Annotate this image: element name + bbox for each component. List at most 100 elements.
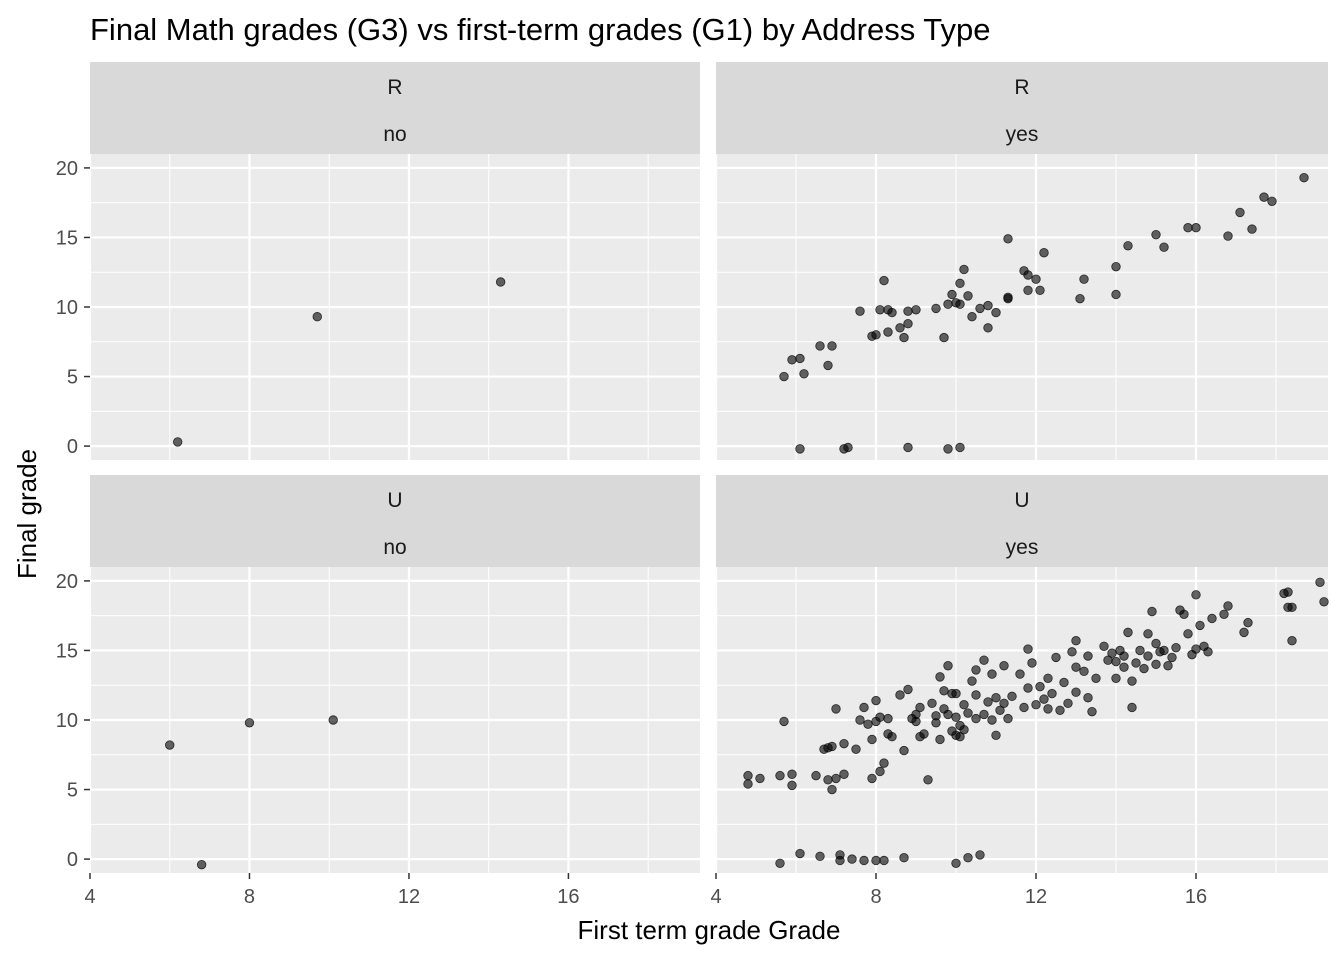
data-point <box>979 655 989 665</box>
data-point <box>1027 658 1037 668</box>
data-point <box>999 661 1009 671</box>
data-point <box>875 305 885 315</box>
data-point <box>1111 673 1121 683</box>
data-point <box>951 688 961 699</box>
data-point <box>1035 285 1045 296</box>
data-point <box>903 684 913 695</box>
data-point <box>883 327 893 337</box>
data-point <box>1091 673 1101 683</box>
data-point <box>1191 644 1201 654</box>
data-point <box>1059 677 1069 688</box>
data-point <box>779 716 789 727</box>
data-point <box>1243 617 1253 628</box>
data-point <box>911 305 921 315</box>
data-point <box>1023 644 1033 654</box>
y-tick-label: 5 <box>67 367 78 389</box>
data-point <box>911 709 921 720</box>
data-point <box>955 299 965 309</box>
data-point <box>1063 698 1073 709</box>
y-axis: 0 5 10 15 20 0 5 10 15 20 <box>56 158 90 871</box>
data-point <box>899 745 909 756</box>
data-point <box>831 773 841 784</box>
y-axis-title: Final grade <box>12 449 42 579</box>
facet-strip <box>716 475 1328 567</box>
data-point <box>899 332 909 343</box>
data-point <box>975 850 985 860</box>
data-point <box>1083 651 1093 661</box>
data-point <box>1319 597 1329 607</box>
data-point <box>987 715 997 725</box>
data-point <box>939 332 949 343</box>
x-tick-label: 8 <box>870 886 881 908</box>
data-point <box>1023 285 1033 296</box>
data-point <box>963 708 973 718</box>
data-point <box>1123 241 1133 251</box>
data-point <box>991 693 1001 703</box>
data-point <box>1139 663 1149 674</box>
data-point <box>1239 627 1249 638</box>
data-point <box>855 306 865 316</box>
data-point <box>1031 274 1041 284</box>
x-tick-label: 12 <box>398 886 420 908</box>
data-point <box>999 698 1009 709</box>
data-point <box>951 858 961 868</box>
strip-label-group: yes <box>1006 536 1039 559</box>
facet-strip <box>716 62 1328 154</box>
data-point <box>799 369 809 379</box>
facet-panel-U-no: Uno <box>88 475 700 873</box>
facet-strip <box>90 62 700 154</box>
data-point <box>1159 242 1169 252</box>
y-tick-label: 15 <box>56 227 78 249</box>
x-tick-label: 16 <box>1185 886 1207 908</box>
data-point <box>839 769 849 779</box>
data-point <box>971 690 981 700</box>
data-point <box>1127 702 1137 713</box>
data-point <box>879 275 889 286</box>
y-tick-label: 15 <box>56 640 78 662</box>
data-point <box>755 773 765 784</box>
data-point <box>1167 652 1177 663</box>
data-point <box>923 775 933 785</box>
data-point <box>955 278 965 289</box>
data-point <box>963 291 973 301</box>
data-point <box>775 858 785 868</box>
data-point <box>1119 651 1129 661</box>
data-point <box>879 855 889 866</box>
data-point <box>1143 629 1153 639</box>
data-point <box>943 444 953 454</box>
data-point <box>983 323 993 333</box>
data-point <box>875 712 885 722</box>
data-point <box>1151 638 1161 649</box>
data-point <box>1023 683 1033 693</box>
data-point <box>1127 676 1137 686</box>
data-point <box>987 669 997 679</box>
data-point <box>815 341 825 351</box>
data-point <box>1183 629 1193 639</box>
data-point <box>927 698 937 709</box>
data-point <box>1283 587 1293 597</box>
y-tick-label: 5 <box>67 780 78 802</box>
x-tick-label: 4 <box>710 886 721 908</box>
data-point <box>1191 223 1201 233</box>
facet-panel-R-no: Rno <box>88 62 700 460</box>
data-point <box>787 769 797 779</box>
data-point <box>895 690 905 700</box>
data-point <box>875 766 885 777</box>
data-point <box>1023 270 1033 280</box>
data-point <box>1111 261 1121 272</box>
data-point <box>931 303 941 314</box>
data-point <box>1055 705 1065 715</box>
data-point <box>903 318 913 329</box>
strip-label-address: U <box>1014 489 1029 512</box>
data-point <box>1179 609 1189 619</box>
data-point <box>827 784 837 795</box>
data-point <box>967 312 977 322</box>
data-point <box>1267 196 1277 206</box>
data-point <box>1131 658 1141 668</box>
data-point <box>943 661 953 671</box>
data-point <box>173 437 183 447</box>
data-point <box>795 848 805 859</box>
data-point <box>959 725 969 735</box>
